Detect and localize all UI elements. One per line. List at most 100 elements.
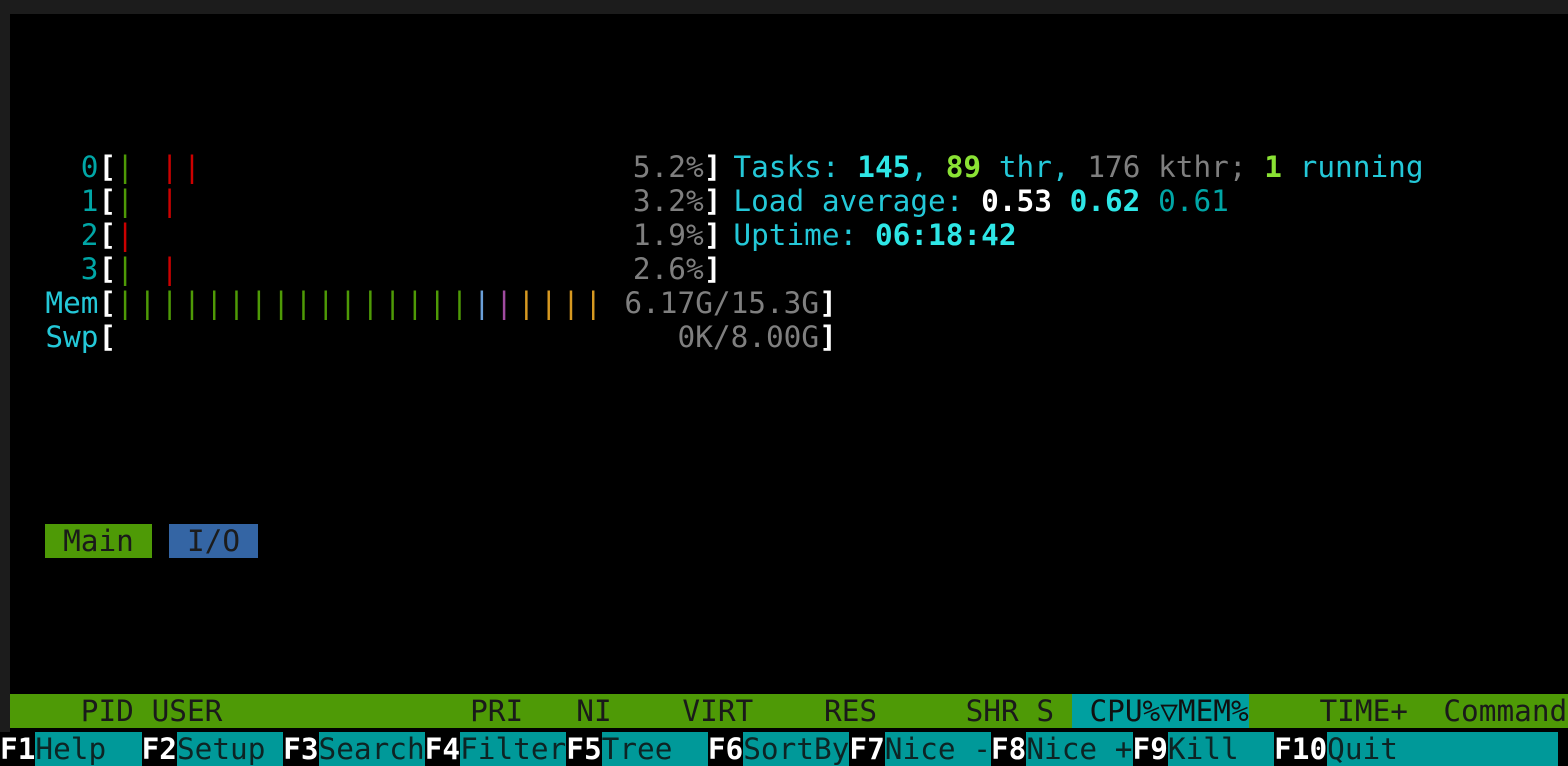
colhdr-ni[interactable]: NI — [523, 694, 612, 728]
colhdr-state[interactable]: S — [1018, 694, 1072, 728]
cpu-bar-empty — [205, 252, 227, 286]
function-key-f10[interactable]: F10 — [1274, 732, 1328, 766]
cpu-bar-empty — [161, 218, 183, 252]
cpu-bar-empty — [384, 184, 406, 218]
function-label-f7[interactable]: Nice - — [884, 732, 991, 766]
function-label-f1[interactable]: Help — [35, 732, 142, 766]
mem-bar-segment: | — [138, 286, 157, 320]
function-key-f8[interactable]: F8 — [990, 732, 1027, 766]
cpu-bar-empty — [183, 252, 205, 286]
colhdr-res[interactable]: RES — [753, 694, 878, 728]
mem-bar-segment: | — [584, 286, 603, 320]
function-key-f1[interactable]: F1 — [0, 732, 36, 766]
swap-meter-label: Swp — [10, 320, 99, 354]
cpu-bar-empty — [384, 150, 406, 184]
function-key-f7[interactable]: F7 — [849, 732, 885, 766]
function-key-f6[interactable]: F6 — [707, 732, 744, 766]
cpu-bar-empty — [138, 252, 160, 286]
bracket-close: ] — [703, 218, 722, 252]
swap-meter-value: 0K/8.00G — [606, 320, 820, 354]
tasks-label: Tasks: — [733, 150, 840, 184]
cpu-bar-empty — [451, 184, 473, 218]
swap-bar-empty — [138, 320, 160, 354]
cpu-bar-empty — [451, 252, 473, 286]
mem-bar-segment: | — [227, 286, 246, 320]
table-column-header[interactable]: PID USER PRI NI VIRT RES SHR S CPU%▽MEM%… — [10, 694, 1568, 728]
colhdr-user[interactable]: USER — [133, 694, 453, 728]
mem-meter-value: 6.17G/15.3G — [606, 286, 820, 320]
cpu-bar-segment: | — [183, 150, 201, 184]
cpu-bar-empty — [495, 252, 517, 286]
cpu-bar-empty — [138, 150, 160, 184]
cpu-bar-empty — [540, 218, 562, 252]
function-label-f10[interactable]: Quit — [1327, 732, 1398, 766]
cpu-bar-empty — [205, 150, 227, 184]
function-label-f8[interactable]: Nice + — [1026, 732, 1133, 766]
function-key-f3[interactable]: F3 — [283, 732, 319, 766]
swap-bar-empty — [451, 320, 473, 354]
colhdr-command[interactable]: Command — [1443, 694, 1568, 728]
cpu-bar-empty — [406, 252, 428, 286]
cpu-bar-empty — [428, 218, 450, 252]
function-key-f4[interactable]: F4 — [424, 732, 461, 766]
swap-bar-empty — [317, 320, 339, 354]
cpu-meter-label: 3 — [10, 252, 99, 286]
swap-bar-empty — [584, 320, 606, 354]
cpu-bar-empty — [272, 252, 294, 286]
mem-bar-segment: | — [472, 286, 491, 320]
function-key-f9[interactable]: F9 — [1132, 732, 1168, 766]
function-label-f5[interactable]: Tree — [601, 732, 708, 766]
summary-line-3: Uptime: 06:18:42 — [733, 218, 1016, 252]
colhdr-pri[interactable]: PRI — [452, 694, 524, 728]
colhdr-pid[interactable]: PID — [10, 694, 134, 728]
mem-bar-segment: | — [116, 286, 134, 320]
cpu-meter-label: 1 — [10, 184, 99, 218]
bracket-open: [ — [98, 150, 117, 184]
function-label-f4[interactable]: Filter — [460, 732, 567, 766]
swap-bar-empty — [540, 320, 562, 354]
cpu-bar-empty — [250, 218, 272, 252]
cpu-bar-empty — [339, 184, 361, 218]
mem-bar-segment: | — [450, 286, 469, 320]
swap-bar-empty — [562, 320, 584, 354]
uptime-value: 06:18:42 — [857, 218, 1017, 252]
function-key-bar[interactable]: F1Help F2Setup F3SearchF4FilterF5Tree F6… — [0, 732, 1558, 766]
cpu-bar-empty — [428, 150, 450, 184]
cpu-bar-empty — [361, 184, 383, 218]
cpu-bar-empty — [272, 150, 294, 184]
function-label-f3[interactable]: Search — [318, 732, 425, 766]
function-label-f2[interactable]: Setup — [176, 732, 284, 766]
cpu-meter-2: 2[| 1.9%] Uptime: 06:18:42 — [10, 218, 1568, 252]
colhdr-shr[interactable]: SHR — [877, 694, 1019, 728]
load-1min: 0.53 — [963, 184, 1052, 218]
function-key-f2[interactable]: F2 — [141, 732, 177, 766]
colhdr-virt[interactable]: VIRT — [611, 694, 754, 728]
kthread-count: 176 kthr; — [1069, 150, 1247, 184]
cpu-bar-empty — [495, 184, 517, 218]
cpu-bar-empty — [473, 252, 495, 286]
cpu-meter-1: 1[| | 3.2%] Load average: 0.53 0.62 0.61 — [10, 184, 1568, 218]
swap-bar-empty — [518, 320, 540, 354]
tab-bar[interactable]: Main I/O — [10, 524, 1568, 558]
tab-label: Main — [45, 524, 152, 558]
tab-io[interactable]: I/O — [169, 524, 258, 558]
colhdr-cpu-sorted[interactable]: CPU%▽MEM% — [1071, 694, 1249, 728]
bracket-open: [ — [98, 252, 117, 286]
uptime-label: Uptime: — [733, 218, 858, 252]
cpu-bar-segment: | — [116, 252, 134, 286]
swap-bar-empty — [406, 320, 428, 354]
blank-line — [10, 354, 1568, 388]
mem-bar-segment: | — [316, 286, 335, 320]
tab-main[interactable]: Main — [45, 524, 152, 558]
function-label-f9[interactable]: Kill — [1167, 732, 1275, 766]
function-label-f6[interactable]: SortBy — [743, 732, 850, 766]
htop-screen[interactable]: 0[| | | 5.2%] Tasks: 145, 89 thr, 176 kthr… — [10, 14, 1568, 766]
cpu-bar-empty — [183, 218, 205, 252]
swap-bar-empty — [495, 320, 517, 354]
cpu-bar-empty — [518, 184, 540, 218]
bracket-close: ] — [703, 252, 722, 286]
cpu-bar-empty — [540, 150, 562, 184]
function-key-f5[interactable]: F5 — [566, 732, 602, 766]
colhdr-time[interactable]: TIME+ — [1248, 694, 1408, 728]
